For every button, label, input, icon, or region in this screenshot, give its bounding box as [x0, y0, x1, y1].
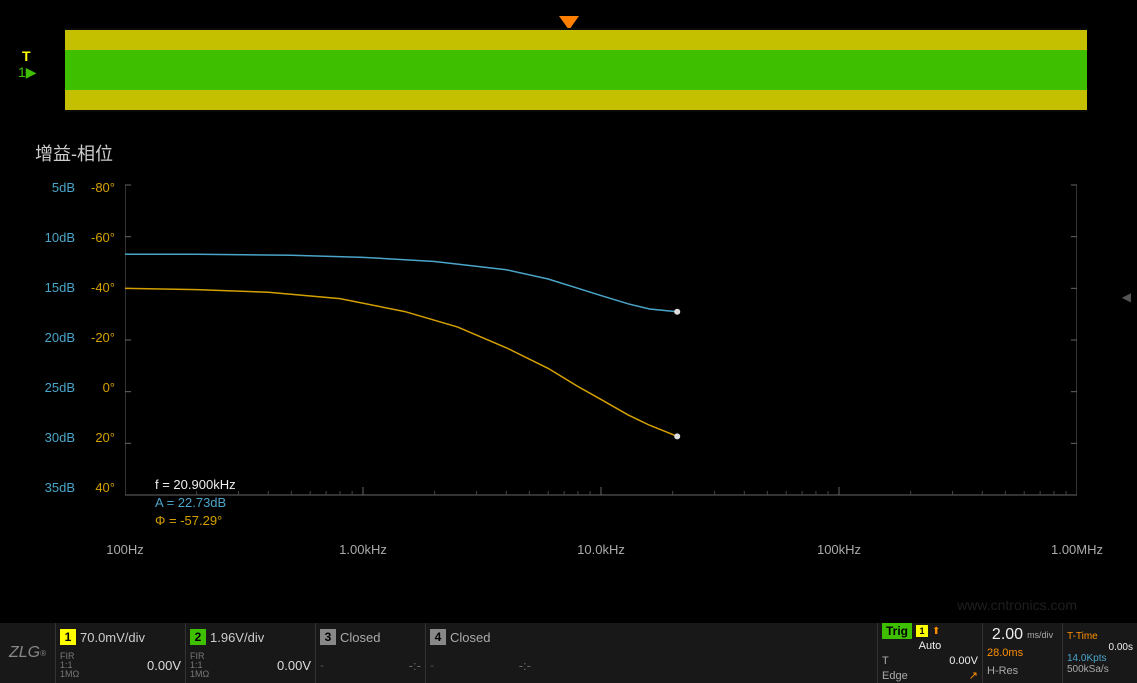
trigger-label: Trig: [882, 623, 912, 639]
timeline-band-top: [65, 30, 1087, 50]
trigger-level: 0.00V: [949, 655, 978, 667]
bode-plot[interactable]: 增益-相位 35dB40°30dB20°25dB0°20dB-20°15dB-4…: [35, 140, 1087, 580]
channel-1-coupling: FIR1:11MΩ: [60, 652, 80, 679]
channel-3-value: -:-: [409, 658, 421, 673]
timebase-block[interactable]: 2.00 ms/div 28.0ms H-Res: [982, 623, 1062, 683]
readout-phase: Φ = -57.29°: [155, 512, 236, 530]
timebase-unit: ms/div: [1027, 631, 1053, 640]
channel-1-indicator: 1▶: [18, 64, 37, 81]
channel-1-block[interactable]: 1 70.0mV/div FIR1:11MΩ 0.00V: [55, 623, 185, 683]
plot-title: 增益-相位: [35, 140, 113, 166]
ttime-rate: 500kSa/s: [1067, 664, 1109, 675]
channel-4-value: -:-: [519, 658, 531, 673]
ttime-label: T-Time: [1067, 631, 1098, 642]
trigger-block[interactable]: Trig 1 ⬆ Auto T0.00V Edge↗: [877, 623, 982, 683]
y-axis-labels: 35dB40°30dB20°25dB0°20dB-20°15dB-40°10dB…: [35, 180, 123, 540]
plot-canvas: [125, 180, 1077, 540]
trigger-source-badge: 1: [916, 625, 928, 637]
readout-frequency: f = 20.900kHz: [155, 476, 236, 494]
channel-2-offset: 0.00V: [277, 658, 311, 673]
trigger-type: Edge: [882, 670, 908, 682]
channel-1-scale: 70.0mV/div: [80, 630, 145, 645]
trigger-mode: Auto: [919, 640, 942, 652]
timebase-hres: H-Res: [987, 665, 1018, 677]
channel-2-badge: 2: [190, 629, 206, 645]
x-axis-labels: 100Hz1.00kHz10.0kHz100kHz1.00MHz: [125, 542, 1077, 562]
watermark: www.cntronics.com: [957, 597, 1077, 613]
channel-3-badge: 3: [320, 629, 336, 645]
channel-1-badge: 1: [60, 629, 76, 645]
channel-3-state: Closed: [340, 630, 380, 645]
channel-2-block[interactable]: 2 1.96V/div FIR1:11MΩ 0.00V: [185, 623, 315, 683]
channel-4-block[interactable]: 4 Closed --:-: [425, 623, 535, 683]
trigger-t-label: T: [22, 48, 31, 64]
ttime-block[interactable]: T-Time 0.00s 14.0Kpts 500kSa/s: [1062, 623, 1137, 683]
channel-2-coupling: FIR1:11MΩ: [190, 652, 210, 679]
timeline-band-mid: [65, 50, 1087, 90]
channel-2-scale: 1.96V/div: [210, 630, 264, 645]
channel-3-block[interactable]: 3 Closed --:-: [315, 623, 425, 683]
status-bar: ZLG® 1 70.0mV/div FIR1:11MΩ 0.00V 2 1.96…: [0, 623, 1137, 683]
timebase-delay: 28.0ms: [987, 647, 1023, 659]
side-expand-icon[interactable]: ◀: [1122, 290, 1131, 304]
timebase-scale: 2.00: [992, 626, 1023, 644]
ttime-value: 0.00s: [1109, 642, 1133, 653]
channel-4-badge: 4: [430, 629, 446, 645]
cursor-readout: f = 20.900kHz A = 22.73dB Φ = -57.29°: [155, 476, 236, 530]
timeline-band-bot: [65, 90, 1087, 110]
trigger-slope-icon: ⬆: [932, 626, 940, 637]
channel-4-state: Closed: [450, 630, 490, 645]
channel-1-offset: 0.00V: [147, 658, 181, 673]
ttime-pts: 14.0Kpts: [1067, 653, 1106, 664]
readout-amplitude: A = 22.73dB: [155, 494, 236, 512]
timeline-overview[interactable]: [65, 28, 1087, 112]
brand-logo: ZLG®: [0, 623, 55, 683]
